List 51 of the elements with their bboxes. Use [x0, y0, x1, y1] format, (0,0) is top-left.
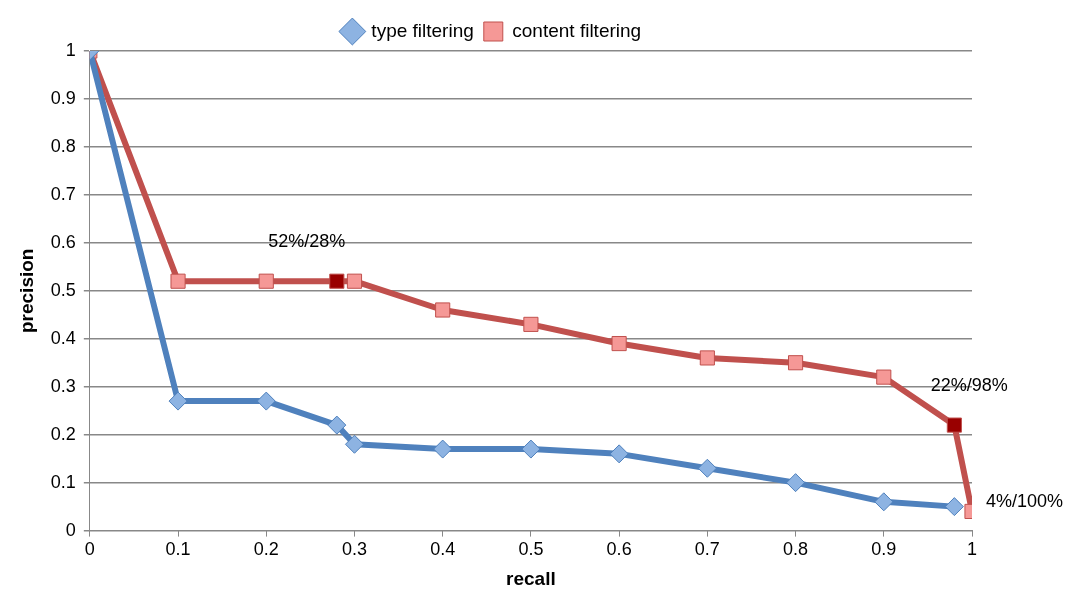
- y-axis-title: precision: [15, 248, 37, 334]
- point: [433, 439, 453, 459]
- x-tick-label: 0.2: [253, 539, 279, 560]
- point: [611, 335, 627, 352]
- point: [874, 492, 894, 512]
- y-tick-label: 0.4: [50, 327, 76, 348]
- x-tick-label: 0.1: [165, 539, 191, 560]
- x-axis-title: recall: [506, 567, 556, 589]
- point: [327, 415, 347, 435]
- point: [521, 439, 541, 459]
- point: [523, 316, 539, 332]
- point: [946, 417, 962, 433]
- point: [609, 444, 629, 464]
- x-tick-label: 0.9: [871, 539, 897, 560]
- y-tick-label: 0: [65, 519, 76, 540]
- x-tick-label: 0.4: [430, 539, 456, 560]
- point: [258, 273, 274, 289]
- x-tick-label: 0.3: [341, 539, 367, 560]
- y-tick-label: 0.9: [50, 87, 76, 108]
- y-tick-label: 0.3: [50, 375, 76, 396]
- annotation: 22%/98%: [930, 375, 1008, 396]
- point: [786, 473, 806, 493]
- point: [944, 497, 964, 517]
- y-tick-label: 0.2: [50, 423, 76, 444]
- x-tick-label: 0.6: [606, 539, 632, 560]
- x-tick-label: 0: [84, 539, 95, 560]
- point: [168, 391, 188, 411]
- legend-label: content filtering: [512, 19, 642, 41]
- y-tick-label: 0.7: [50, 183, 76, 204]
- point: [697, 458, 717, 478]
- point: [435, 302, 451, 318]
- point: [346, 273, 363, 289]
- x-tick-label: 0.7: [694, 539, 720, 560]
- y-tick-label: 0.8: [50, 135, 76, 156]
- y-tick-label: 1: [65, 39, 76, 60]
- legend-label: type filtering: [371, 19, 474, 41]
- y-tick-label: 0.5: [50, 279, 76, 300]
- point: [329, 273, 345, 289]
- point: [699, 350, 715, 366]
- point: [876, 369, 892, 385]
- y-tick-label: 0.6: [50, 231, 76, 252]
- y-tick-label: 0.1: [50, 471, 76, 492]
- annotation: 4%/100%: [986, 491, 1064, 512]
- point: [170, 273, 186, 289]
- x-tick-label: 1: [966, 539, 978, 560]
- point: [787, 355, 804, 371]
- annotation: 52%/28%: [268, 231, 346, 252]
- point: [344, 434, 364, 454]
- x-tick-label: 0.5: [518, 539, 544, 560]
- x-tick-label: 0.8: [783, 539, 809, 560]
- point: [256, 391, 276, 411]
